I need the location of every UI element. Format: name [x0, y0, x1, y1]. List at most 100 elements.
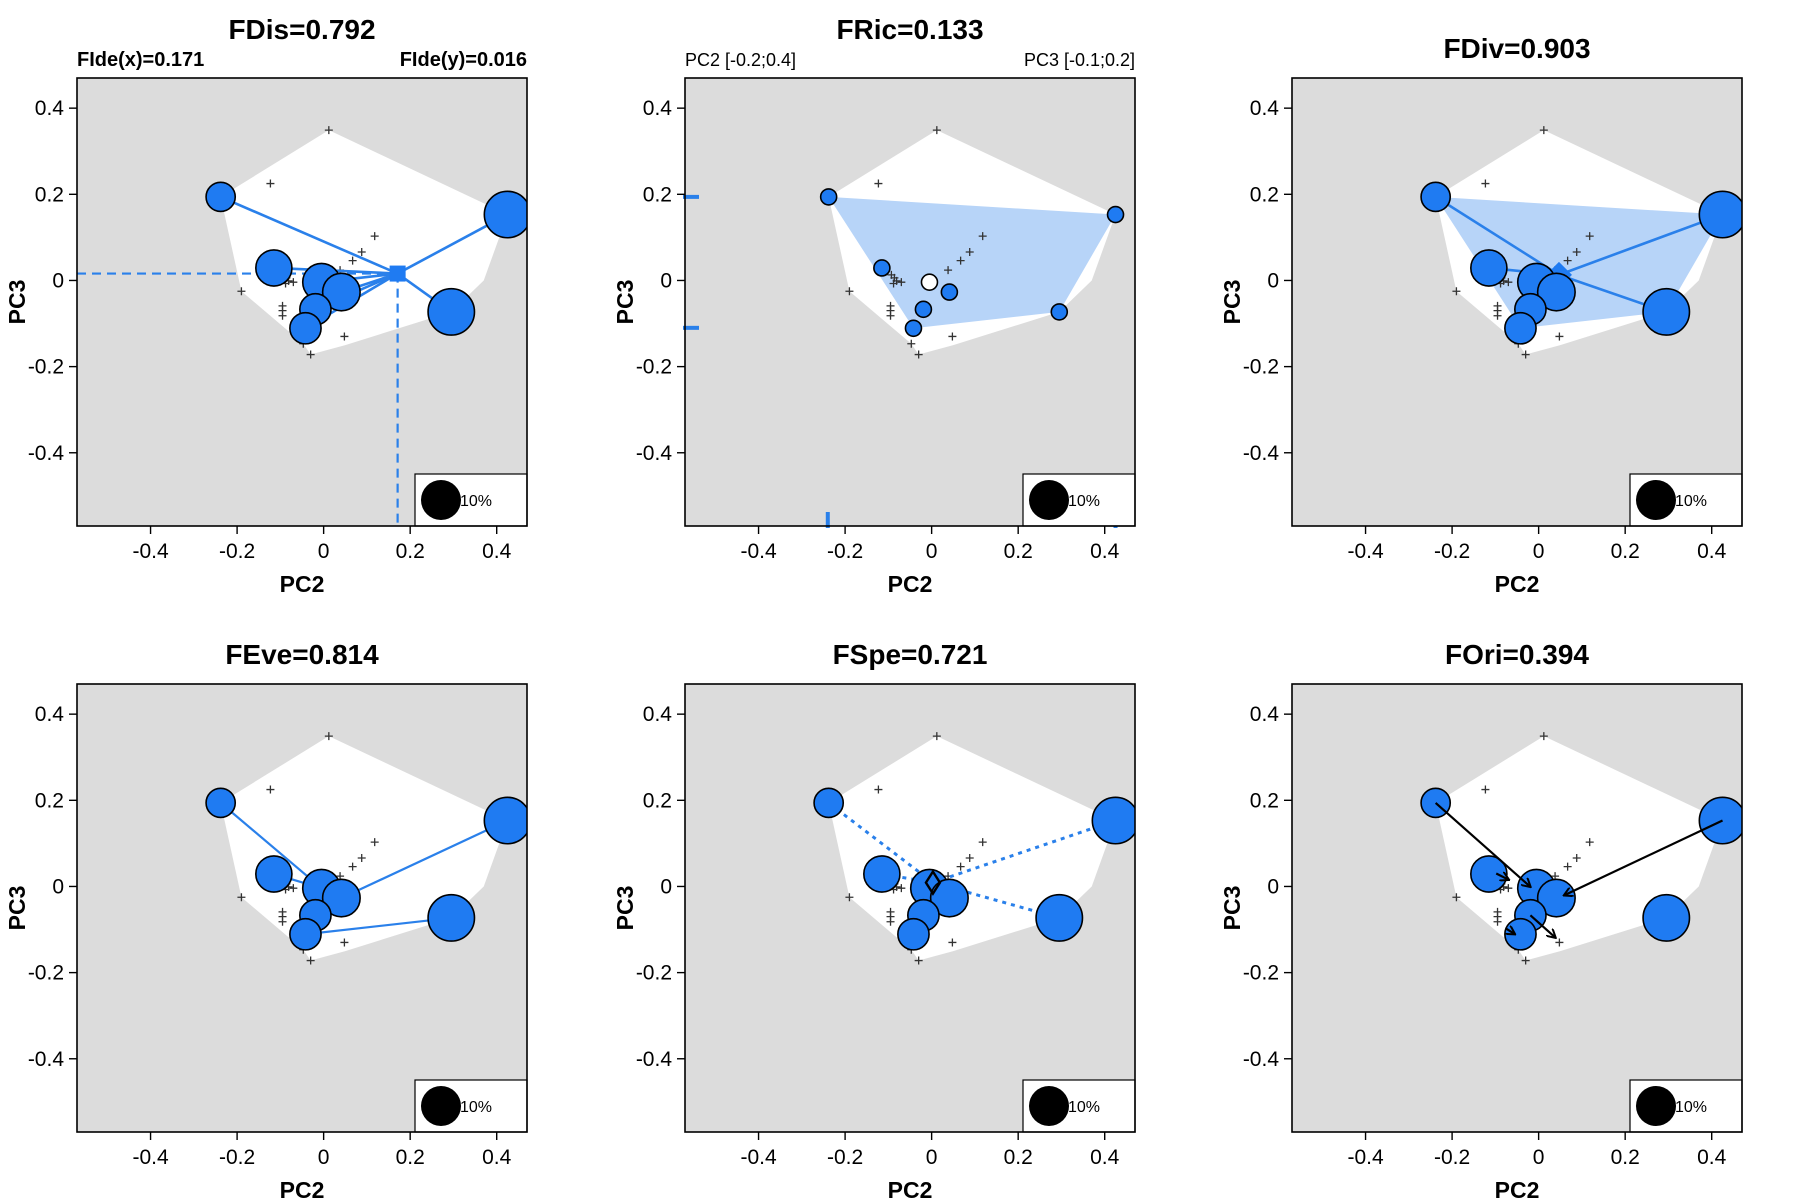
species-point[interactable] [813, 787, 845, 819]
species-point[interactable] [1698, 190, 1745, 239]
species-point[interactable] [1050, 303, 1069, 321]
species-point[interactable] [1420, 181, 1452, 213]
specialization-line [827, 801, 934, 884]
pool-species-marker [1563, 256, 1572, 265]
y-tick-label: 0.2 [643, 183, 672, 206]
species-point[interactable] [205, 787, 237, 819]
pool-species-marker [874, 785, 883, 794]
subtitle-left: FIde(x)=0.171 [77, 49, 204, 71]
y-tick-label: 0 [1267, 875, 1279, 898]
species-point[interactable] [1106, 205, 1125, 224]
y-tick-label: -0.2 [28, 962, 64, 985]
y-tick-label: 0 [660, 269, 672, 292]
pool-species-marker [978, 838, 987, 847]
x-tick-label: 0 [926, 540, 938, 563]
species-point[interactable] [904, 319, 923, 338]
y-tick-label: 0.2 [1250, 183, 1279, 206]
y-tick-label: 0.2 [35, 183, 64, 206]
legend-size-symbol [1028, 479, 1070, 521]
species-point[interactable] [1536, 272, 1576, 312]
species-point[interactable] [897, 917, 930, 951]
pool-species-marker [289, 884, 298, 893]
species-point[interactable] [289, 917, 322, 951]
pool-species-marker [1521, 350, 1530, 359]
y-tick-label: 0.2 [35, 789, 64, 812]
species-point[interactable] [255, 855, 293, 893]
species-point[interactable] [483, 190, 530, 239]
species-point[interactable] [1642, 287, 1691, 336]
species-point[interactable] [321, 272, 361, 312]
y-tick-label: -0.2 [1243, 356, 1279, 379]
pool-species-marker [1521, 956, 1530, 965]
x-tick-label: -0.4 [1347, 540, 1384, 563]
pool-species-marker [897, 884, 906, 893]
panel-fric: 10% -0.4 -0.2 0 0.2 0.4 0.4 0.2 0 -0.2 -0.4 PC2 PC3 F… [612, 14, 1136, 597]
species-point[interactable] [321, 878, 361, 918]
x-tick-label: 0.2 [1004, 1146, 1033, 1169]
pool-species-marker [914, 956, 923, 965]
y-tick-label: -0.2 [636, 962, 672, 985]
x-tick-label: -0.4 [740, 1146, 777, 1169]
panel-fori: 10% -0.4 -0.2 0 0.2 0.4 0.4 0.2 0 -0.2 -0.4 PC2 PC3 F… [1219, 639, 1743, 1200]
mst-edge [219, 802, 323, 890]
species-point[interactable] [1470, 249, 1508, 287]
species-point[interactable] [819, 188, 838, 206]
species-point[interactable] [1091, 796, 1138, 845]
pool-species-marker [948, 332, 957, 341]
y-tick-label: 0.2 [643, 789, 672, 812]
species-point[interactable] [1504, 311, 1537, 345]
x-tick-label: -0.4 [740, 540, 777, 563]
pool-species-marker [1563, 862, 1572, 871]
panel-title: FSpe=0.721 [833, 639, 988, 670]
legend: 10% [1629, 473, 1743, 527]
x-tick-label: -0.4 [132, 540, 169, 563]
y-tick-label: 0 [1267, 269, 1279, 292]
species-point[interactable] [289, 311, 322, 345]
y-axis-title: PC3 [4, 886, 30, 931]
x-tick-label: -0.2 [219, 1146, 255, 1169]
pool-species-marker [978, 232, 987, 241]
species-point[interactable] [929, 878, 969, 918]
species-point[interactable] [914, 300, 933, 319]
pool-species-marker [948, 938, 957, 947]
legend-label: 10% [1068, 493, 1100, 510]
species-point[interactable] [1642, 893, 1691, 942]
species-point[interactable] [1035, 893, 1084, 942]
species-point[interactable] [873, 259, 891, 277]
species-point[interactable] [427, 287, 476, 336]
pool-species-marker [237, 893, 246, 902]
legend-label: 10% [460, 493, 492, 510]
legend-size-symbol [420, 1085, 462, 1127]
y-axis-title: PC3 [1219, 280, 1245, 325]
x-axis-title: PC2 [280, 571, 325, 597]
pool-species-marker [1585, 838, 1594, 847]
pool-species-marker [340, 332, 349, 341]
plot-area [1420, 126, 1745, 359]
centroid-marker [389, 265, 406, 282]
panel-fspe: 10% -0.4 -0.2 0 0.2 0.4 0.4 0.2 0 -0.2 -0.4 PC2 PC3 F… [612, 639, 1138, 1200]
species-point[interactable] [255, 249, 293, 287]
pool-species-marker [370, 232, 379, 241]
panel-title: FRic=0.133 [836, 14, 983, 45]
species-point[interactable] [427, 893, 476, 942]
species-point[interactable] [863, 855, 901, 893]
legend-label: 10% [1068, 1099, 1100, 1116]
species-point[interactable] [205, 181, 237, 213]
plot-area [205, 732, 530, 965]
pool-species-marker [306, 350, 315, 359]
pool-species-marker [348, 862, 357, 871]
pool-species-marker [1504, 884, 1513, 893]
y-tick-label: 0.4 [643, 97, 673, 120]
subtitle-left: PC2 [-0.2;0.4] [685, 50, 796, 70]
x-tick-label: -0.2 [827, 1146, 863, 1169]
x-tick-label: 0.2 [396, 540, 425, 563]
pool-species-marker [289, 278, 298, 287]
pool-species-marker [306, 956, 315, 965]
pool-species-marker [845, 287, 854, 296]
y-tick-label: 0 [52, 269, 64, 292]
species-point[interactable] [483, 796, 530, 845]
plot-frame [684, 683, 1136, 1133]
species-point[interactable] [1504, 917, 1537, 951]
species-point[interactable] [940, 283, 959, 301]
species-point[interactable] [920, 273, 939, 291]
